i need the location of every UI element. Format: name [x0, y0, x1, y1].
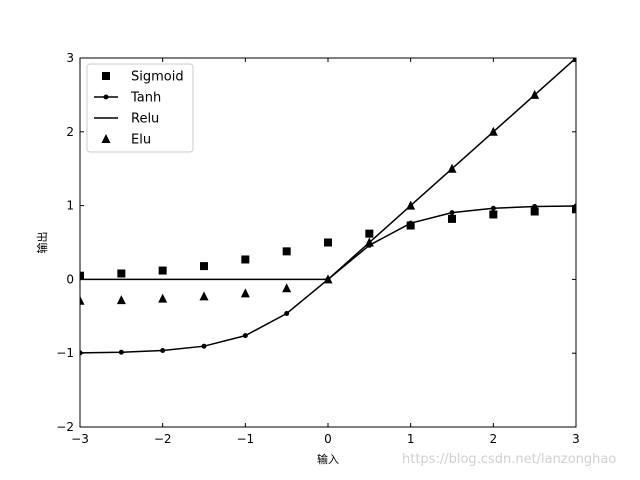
y-tick-label-2: 0 — [66, 272, 74, 286]
legend-marker-dot — [103, 94, 109, 100]
point-sigmoid-11 — [530, 207, 539, 216]
x-tick-label-4: 1 — [407, 432, 415, 446]
x-tick-label-0: −3 — [71, 432, 89, 446]
point-elu-5 — [282, 283, 292, 293]
legend-entry-sigmoid: Sigmoid — [102, 70, 184, 85]
legend-marker-square — [102, 72, 110, 80]
point-tanh-4 — [242, 333, 248, 339]
point-tanh-11 — [532, 204, 538, 210]
point-elu-4 — [240, 288, 250, 298]
legend-entry-relu: Relu — [94, 112, 159, 127]
point-elu-12 — [571, 58, 576, 62]
point-sigmoid-6 — [324, 238, 332, 247]
legend-box — [86, 63, 194, 153]
x-tick-label-2: −1 — [236, 432, 254, 446]
point-elu-2 — [158, 293, 168, 303]
point-sigmoid-10 — [489, 210, 498, 219]
point-tanh-5 — [284, 310, 290, 316]
point-tanh-8 — [408, 220, 414, 226]
point-tanh-10 — [490, 205, 496, 211]
point-elu-9 — [447, 163, 457, 173]
watermark-text: https://blog.csdn.net/lanzonghao — [402, 452, 617, 467]
point-sigmoid-3 — [200, 262, 208, 271]
point-elu-1 — [116, 295, 126, 305]
point-sigmoid-0 — [80, 271, 84, 280]
legend-entry-tanh: Tanh — [94, 91, 161, 106]
point-tanh-3 — [201, 343, 207, 349]
point-sigmoid-7 — [365, 229, 374, 238]
point-elu-6 — [323, 274, 333, 284]
x-axis-label: 输入 — [317, 452, 339, 466]
legend-label-sigmoid: Sigmoid — [131, 70, 184, 85]
legend-label-relu: Relu — [131, 112, 159, 127]
x-tick-label-6: 3 — [572, 432, 580, 446]
point-elu-3 — [199, 291, 209, 301]
y-tick-label-1: −1 — [56, 346, 74, 360]
point-sigmoid-4 — [241, 255, 250, 264]
y-tick-label-5: 3 — [66, 51, 74, 65]
point-sigmoid-2 — [158, 266, 167, 275]
point-elu-10 — [488, 126, 498, 136]
x-tick-label-3: 0 — [324, 432, 332, 446]
point-sigmoid-1 — [117, 269, 126, 278]
legend-label-tanh: Tanh — [130, 91, 161, 106]
point-sigmoid-5 — [282, 247, 291, 256]
legend-entry-elu: Elu — [101, 133, 151, 148]
point-sigmoid-9 — [448, 214, 456, 223]
point-elu-8 — [406, 200, 416, 210]
y-tick-label-4: 2 — [66, 125, 74, 139]
point-sigmoid-12 — [572, 205, 576, 214]
x-tick-label-1: −2 — [154, 432, 172, 446]
legend-marker-triangle — [101, 134, 111, 143]
y-tick-label-0: −2 — [56, 420, 74, 434]
legend: Sigmoid Tanh Relu Elu — [86, 63, 194, 153]
point-elu-11 — [530, 89, 540, 99]
point-elu-7 — [364, 237, 374, 247]
x-tick-label-5: 2 — [490, 432, 498, 446]
point-tanh-1 — [118, 349, 124, 355]
point-tanh-2 — [160, 348, 166, 354]
legend-label-elu: Elu — [131, 133, 151, 148]
point-tanh-9 — [449, 210, 455, 216]
plot-area — [80, 58, 576, 356]
point-elu-0 — [80, 295, 85, 305]
y-axis-label: 输出 — [35, 232, 49, 254]
y-tick-label-3: 1 — [66, 199, 74, 213]
